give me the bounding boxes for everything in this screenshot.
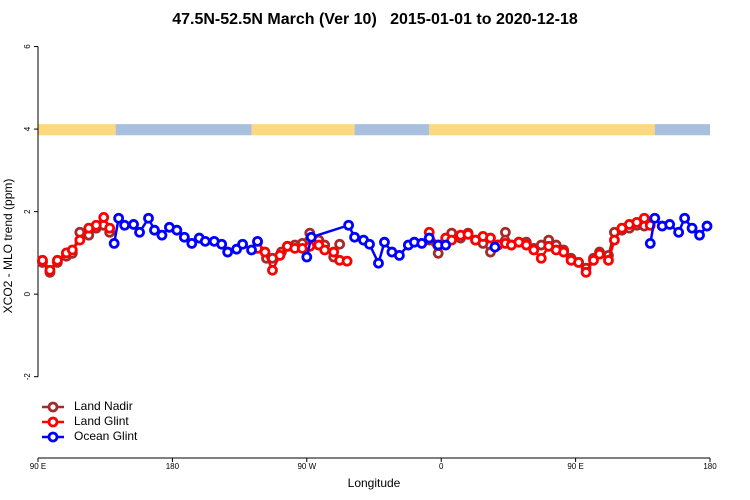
data-point bbox=[500, 226, 511, 238]
data-point bbox=[143, 212, 154, 224]
data-point bbox=[171, 224, 183, 236]
data-point bbox=[528, 244, 540, 256]
data-point bbox=[319, 244, 331, 256]
data-point bbox=[535, 252, 547, 264]
surface-strip bbox=[354, 124, 430, 136]
data-point bbox=[573, 256, 584, 268]
data-point bbox=[252, 235, 263, 247]
data-point bbox=[44, 264, 56, 276]
data-point bbox=[216, 238, 228, 250]
y-axis-title: XCO2 - MLO trend (ppm) bbox=[1, 179, 15, 314]
legend-label: Land Nadir bbox=[74, 399, 133, 413]
x-tick-label: 90 E bbox=[30, 462, 46, 471]
data-point bbox=[520, 239, 532, 251]
data-point bbox=[379, 236, 390, 248]
data-point bbox=[37, 254, 48, 266]
data-point bbox=[274, 249, 286, 261]
data-point bbox=[98, 212, 110, 223]
data-point bbox=[104, 222, 116, 234]
data-point bbox=[301, 251, 313, 263]
data-point bbox=[432, 247, 444, 259]
data-point bbox=[186, 238, 198, 249]
y-tick-label: 4 bbox=[23, 126, 32, 131]
data-point bbox=[128, 219, 139, 230]
data-point bbox=[664, 219, 676, 230]
legend-marker bbox=[47, 416, 59, 428]
x-tick-label: 180 bbox=[166, 462, 180, 471]
data-point bbox=[52, 254, 63, 266]
data-point bbox=[679, 212, 691, 224]
surface-strip bbox=[38, 124, 116, 136]
data-point bbox=[222, 246, 234, 258]
data-point bbox=[638, 212, 650, 224]
data-point bbox=[673, 226, 685, 238]
x-tick-label: 90 E bbox=[567, 462, 583, 471]
data-point bbox=[440, 239, 452, 251]
legend-label: Ocean Glint bbox=[74, 429, 138, 443]
data-point bbox=[489, 241, 501, 253]
data-point bbox=[649, 212, 661, 224]
surface-strip bbox=[429, 124, 655, 136]
surface-strip bbox=[115, 124, 252, 136]
legend-marker bbox=[47, 431, 59, 443]
data-point bbox=[686, 222, 698, 234]
data-point bbox=[113, 212, 125, 224]
x-tick-label: 180 bbox=[703, 462, 717, 471]
data-point bbox=[364, 238, 375, 250]
x-axis-title: Longitude bbox=[348, 476, 401, 490]
legend-label: Land Glint bbox=[74, 414, 129, 428]
data-point bbox=[328, 246, 340, 258]
data-point bbox=[134, 226, 145, 238]
data-point bbox=[237, 238, 248, 250]
data-point bbox=[416, 238, 428, 249]
data-point bbox=[199, 235, 211, 247]
data-point bbox=[246, 244, 257, 256]
data-point bbox=[423, 232, 435, 244]
data-point bbox=[343, 219, 355, 231]
data-point bbox=[334, 238, 346, 250]
chart-title: 47.5N-52.5N March (Ver 10) 2015-01-01 to… bbox=[172, 11, 578, 28]
data-point bbox=[558, 246, 570, 258]
data-point bbox=[393, 249, 405, 261]
data-point bbox=[580, 266, 592, 278]
data-point bbox=[66, 244, 78, 256]
y-tick-label: 2 bbox=[23, 209, 32, 214]
x-tick-label: 0 bbox=[439, 462, 444, 471]
data-point bbox=[74, 234, 86, 246]
data-point bbox=[149, 224, 160, 236]
surface-strip bbox=[251, 124, 355, 136]
data-point bbox=[588, 254, 599, 266]
data-point bbox=[259, 246, 271, 258]
data-point bbox=[594, 248, 605, 260]
y-tick-label: -2 bbox=[23, 373, 32, 381]
surface-strip bbox=[654, 124, 710, 136]
data-point bbox=[178, 231, 190, 243]
data-point bbox=[341, 255, 353, 267]
data-point bbox=[701, 220, 713, 232]
y-tick-label: 6 bbox=[23, 44, 32, 49]
x-tick-label: 90 W bbox=[297, 462, 316, 471]
data-point bbox=[694, 229, 705, 241]
data-point bbox=[156, 229, 168, 241]
data-point bbox=[305, 231, 317, 243]
data-point bbox=[349, 231, 360, 243]
data-point bbox=[603, 254, 614, 266]
data-point bbox=[373, 257, 384, 269]
data-point bbox=[644, 238, 656, 249]
data-point bbox=[609, 234, 620, 246]
data-point bbox=[119, 219, 131, 231]
data-point bbox=[108, 238, 120, 249]
data-point bbox=[462, 228, 474, 240]
y-tick-label: 0 bbox=[23, 291, 32, 296]
data-point bbox=[485, 232, 496, 244]
data-point bbox=[267, 264, 278, 276]
data-point bbox=[90, 219, 102, 231]
legend-marker bbox=[47, 401, 59, 413]
